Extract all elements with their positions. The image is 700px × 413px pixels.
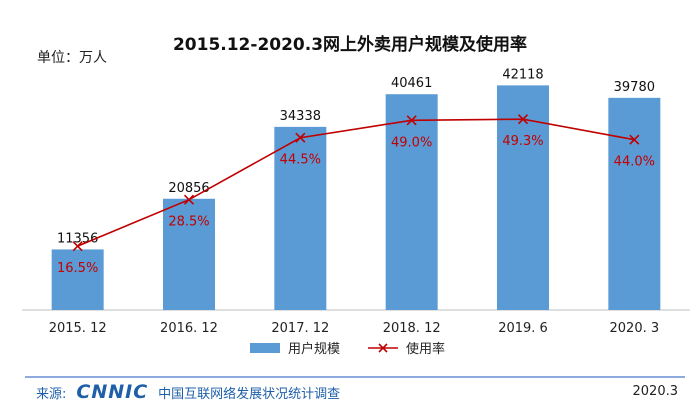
- rate-value-label-4: 49.3%: [502, 134, 543, 149]
- chart-title: 2015.12-2020.3网上外卖用户规模及使用率: [172, 35, 528, 55]
- bar-value-label-5: 39780: [614, 80, 655, 95]
- legend-label-bars: 用户规模: [288, 341, 340, 357]
- x-tick-label-5: 2020. 3: [610, 321, 660, 336]
- bar-0: [51, 249, 104, 310]
- source-organization: 中国互联网络发展状况统计调查: [158, 386, 341, 402]
- rate-value-label-0: 16.5%: [57, 261, 98, 276]
- legend-marker-b: [378, 343, 388, 353]
- rate-value-label-3: 49.0%: [391, 135, 432, 150]
- rate-value-label-2: 44.5%: [280, 153, 321, 168]
- source-block: 来源: CNNIC 中国互联网络发展状况统计调查: [36, 381, 340, 403]
- bar-value-label-0: 11356: [57, 231, 98, 246]
- bar-5: [608, 97, 661, 310]
- rate-marker-5: [629, 134, 640, 145]
- rate-marker-0: [72, 241, 83, 252]
- x-tick-label-0: 2015. 12: [49, 321, 107, 336]
- bar-value-label-4: 42118: [502, 67, 543, 82]
- bar-value-label-1: 20856: [168, 181, 209, 196]
- legend-bar-swatch: [250, 343, 280, 353]
- footer-date: 2020.3: [632, 384, 679, 399]
- rate-value-label-1: 28.5%: [168, 215, 209, 230]
- legend-label-rate: 使用率: [406, 341, 445, 357]
- rate-line: [77, 118, 635, 247]
- bar-2: [274, 126, 327, 310]
- x-tick-label-2: 2017. 12: [271, 321, 329, 336]
- x-tick-label-3: 2018. 12: [383, 321, 441, 336]
- bar-3: [385, 94, 438, 310]
- cnnic-logo: CNNIC: [76, 381, 149, 403]
- unit-label: 单位：万人: [37, 50, 107, 66]
- source-label: 来源:: [36, 386, 67, 402]
- rate-marker-3: [406, 115, 417, 126]
- rate-marker-1: [183, 194, 195, 205]
- bar-1: [163, 198, 215, 310]
- rate-marker-2: [295, 132, 306, 143]
- x-tick-label-4: 2019. 6: [498, 321, 548, 336]
- footer-divider: [25, 376, 685, 378]
- rate-value-label-5: 44.0%: [614, 155, 655, 170]
- bar-value-label-3: 40461: [391, 76, 432, 91]
- x-tick-label-1: 2016. 12: [160, 321, 218, 336]
- bar-value-label-2: 34338: [280, 109, 321, 124]
- rate-marker-4: [517, 114, 529, 125]
